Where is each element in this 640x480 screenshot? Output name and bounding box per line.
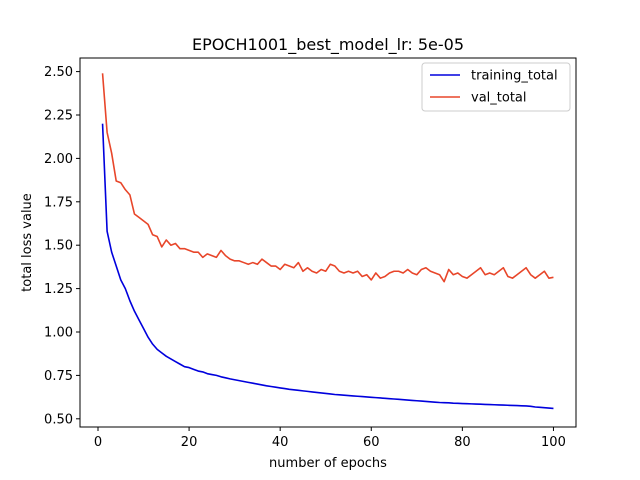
legend-label-val_total: val_total [471, 91, 527, 106]
chart-title: EPOCH1001_best_model_lr: 5e-05 [192, 35, 464, 55]
legend-label-training_total: training_total [471, 69, 558, 84]
x-axis: 0 20 40 60 80 100 [94, 427, 566, 450]
x-tick-label: 40 [272, 435, 289, 450]
y-tick-label: 1.00 [44, 326, 73, 341]
x-axis-label: number of epochs [269, 456, 387, 471]
y-tick-label: 2.00 [44, 152, 73, 167]
y-tick-label: 0.75 [44, 369, 73, 384]
series-line-training_total [101, 123, 554, 410]
x-tick-label: 0 [94, 435, 102, 450]
x-tick-label: 100 [541, 435, 566, 450]
x-tick-label: 60 [363, 435, 380, 450]
y-tick-label: 2.25 [44, 108, 73, 123]
y-axis-label: total loss value [20, 193, 35, 292]
series-line-val_total [101, 73, 554, 283]
y-tick-label: 1.50 [44, 239, 73, 254]
y-tick-label: 0.50 [44, 412, 73, 427]
plot-frame [79, 57, 577, 428]
x-tick-label: 80 [454, 435, 471, 450]
y-axis: 0.50 0.75 1.00 1.25 1.50 1.75 2.00 2.25 2.50 [44, 65, 80, 427]
plot-area [101, 73, 554, 410]
legend: training_total val_total [421, 62, 571, 112]
y-tick-label: 1.75 [44, 195, 73, 210]
y-tick-label: 2.50 [44, 65, 73, 80]
y-tick-label: 1.25 [44, 282, 73, 297]
x-tick-label: 20 [181, 435, 198, 450]
